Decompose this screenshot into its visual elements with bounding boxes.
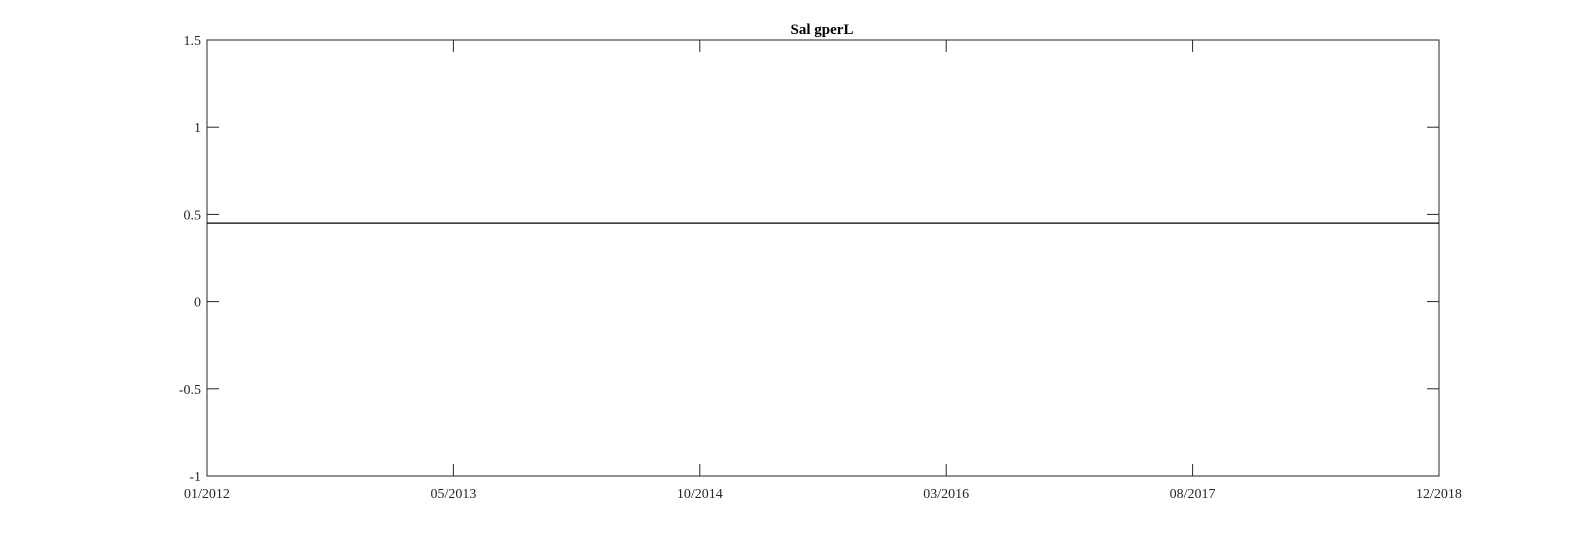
x-tick-label: 12/2018 [1416,487,1462,502]
y-tick-label: 1.5 [184,34,202,49]
y-tick-label: 1 [194,121,201,136]
y-tick-label: 0.5 [184,208,202,223]
x-tick-label: 10/2014 [677,487,723,502]
y-tick-label: -0.5 [179,383,201,398]
x-tick-label: 08/2017 [1170,487,1216,502]
x-tick-label: 05/2013 [430,487,476,502]
y-tick-label: -1 [189,470,201,485]
plot-area [206,39,1440,477]
y-tick-label: 0 [194,296,201,311]
chart-title: Sal gperL [791,22,854,38]
x-tick-label: 01/2012 [184,487,230,502]
x-tick-label: 03/2016 [923,487,969,502]
